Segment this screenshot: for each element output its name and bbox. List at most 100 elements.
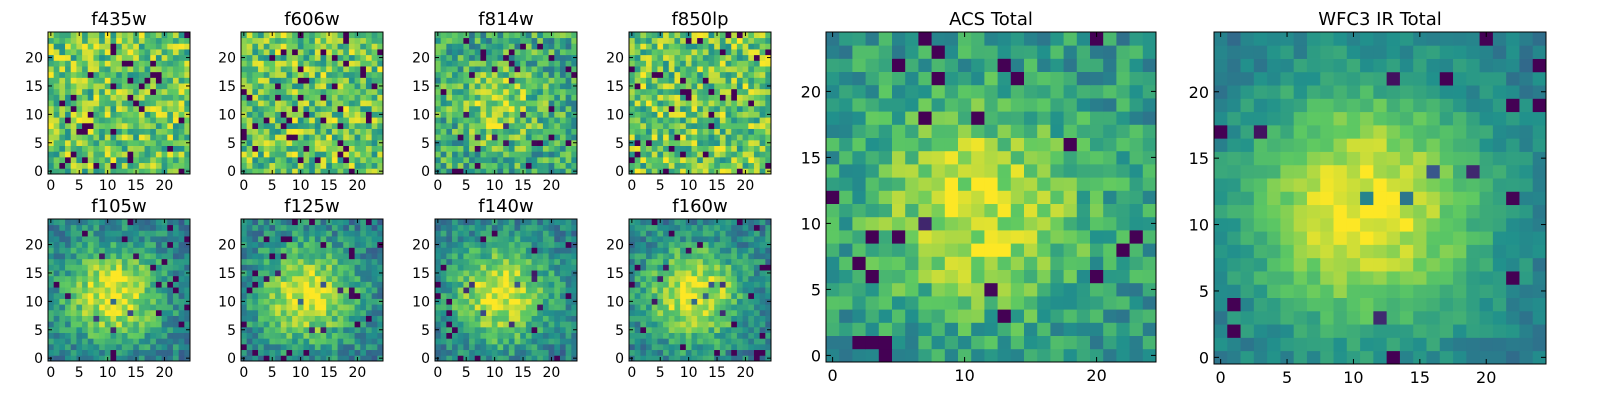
heatmap-cell bbox=[309, 258, 316, 265]
heatmap-cell bbox=[138, 315, 145, 322]
heatmap-cell bbox=[759, 298, 766, 305]
heatmap-cell bbox=[252, 111, 259, 118]
heatmap-cell bbox=[110, 270, 117, 277]
heatmap-cell bbox=[742, 49, 749, 56]
heatmap-cell bbox=[144, 281, 151, 288]
heatmap-cell bbox=[303, 264, 310, 271]
heatmap-cell bbox=[537, 49, 544, 56]
heatmap-cell bbox=[525, 315, 532, 322]
heatmap-cell bbox=[463, 298, 470, 305]
heatmap-cell bbox=[663, 100, 670, 107]
heatmap-cell bbox=[377, 162, 384, 169]
heatmap-cell bbox=[565, 32, 572, 39]
heatmap-cell bbox=[178, 128, 185, 135]
heatmap-cell bbox=[508, 247, 515, 254]
heatmap-cell bbox=[559, 66, 567, 73]
heatmap-cell bbox=[559, 253, 567, 260]
heatmap-cell bbox=[702, 88, 709, 95]
heatmap-cell bbox=[486, 156, 493, 164]
heatmap-cell bbox=[748, 100, 755, 107]
heatmap-cell bbox=[348, 32, 355, 39]
heatmap-cell bbox=[121, 66, 128, 73]
heatmap-cell bbox=[161, 224, 168, 231]
heatmap-cell bbox=[53, 264, 60, 271]
heatmap-cell bbox=[280, 241, 287, 248]
heatmap-cell bbox=[714, 326, 721, 333]
heatmap-cell bbox=[116, 270, 123, 277]
heatmap-cell bbox=[303, 122, 310, 129]
heatmap-cell bbox=[531, 151, 538, 158]
heatmap-cell bbox=[258, 264, 265, 271]
heatmap-cell bbox=[178, 270, 185, 277]
heatmap-cell bbox=[565, 270, 572, 277]
heatmap-cell bbox=[292, 264, 299, 271]
heatmap-cell bbox=[138, 139, 145, 146]
heatmap-cell bbox=[93, 315, 100, 322]
heatmap-cell bbox=[542, 275, 549, 282]
x-tick-label: 5 bbox=[268, 178, 277, 194]
heatmap-cell bbox=[331, 88, 338, 95]
heatmap-cell bbox=[537, 117, 544, 124]
heatmap-cell bbox=[314, 349, 321, 356]
heatmap-cell bbox=[702, 315, 709, 322]
heatmap-cell bbox=[548, 111, 555, 118]
heatmap-cell bbox=[651, 275, 658, 282]
heatmap-cell bbox=[365, 37, 373, 44]
heatmap-cell bbox=[548, 49, 555, 56]
heatmap-cell bbox=[275, 321, 282, 328]
heatmap-cell bbox=[497, 332, 504, 339]
heatmap-cell bbox=[48, 156, 55, 164]
heatmap-cell bbox=[337, 264, 344, 271]
heatmap-cell bbox=[184, 105, 191, 112]
heatmap-cell bbox=[640, 355, 647, 362]
heatmap-cell bbox=[748, 71, 755, 78]
heatmap-cell bbox=[685, 105, 692, 112]
heatmap-cell bbox=[167, 247, 174, 254]
heatmap-cell bbox=[457, 156, 464, 164]
heatmap-cell bbox=[702, 292, 709, 299]
heatmap-cell bbox=[252, 54, 259, 61]
heatmap-cell bbox=[178, 77, 185, 84]
heatmap-cell bbox=[59, 139, 66, 146]
heatmap-cell bbox=[503, 253, 510, 260]
heatmap-cell bbox=[508, 105, 515, 112]
heatmap-cell bbox=[303, 54, 310, 61]
heatmap-cell bbox=[269, 134, 276, 141]
heatmap-cell bbox=[348, 83, 355, 90]
heatmap-cell bbox=[161, 145, 168, 152]
heatmap-cell bbox=[292, 270, 299, 277]
heatmap-cell bbox=[640, 134, 647, 141]
heatmap-cell bbox=[446, 151, 453, 158]
heatmap-cell bbox=[440, 139, 447, 146]
heatmap-cell bbox=[708, 338, 715, 345]
heatmap-cell bbox=[503, 60, 510, 67]
heatmap-cell bbox=[320, 338, 327, 345]
heatmap-cell bbox=[144, 156, 151, 164]
heatmap-cell bbox=[531, 105, 538, 112]
heatmap-cell bbox=[685, 326, 692, 333]
heatmap-cell bbox=[309, 338, 316, 345]
x-tick-label: 15 bbox=[320, 365, 338, 381]
heatmap-cell bbox=[93, 32, 100, 39]
heatmap-cell bbox=[702, 343, 709, 351]
heatmap-cell bbox=[167, 100, 174, 107]
heatmap-cell bbox=[365, 32, 373, 39]
heatmap-cell bbox=[554, 145, 561, 152]
heatmap-cell bbox=[286, 355, 293, 362]
heatmap-cell bbox=[452, 264, 459, 271]
heatmap-cell bbox=[309, 60, 316, 67]
heatmap-cell bbox=[161, 105, 168, 112]
heatmap-cell bbox=[508, 230, 515, 237]
heatmap-cell bbox=[480, 270, 487, 277]
heatmap-cell bbox=[651, 145, 658, 152]
axes-frame bbox=[47, 31, 191, 175]
heatmap-cell bbox=[93, 338, 100, 345]
heatmap-cell bbox=[725, 349, 732, 356]
heatmap-cell bbox=[360, 338, 367, 345]
heatmap-cell bbox=[127, 100, 134, 107]
heatmap-cell bbox=[680, 145, 687, 152]
heatmap-cell bbox=[571, 321, 578, 328]
heatmap-cell bbox=[314, 230, 321, 237]
heatmap-cell bbox=[753, 100, 761, 107]
heatmap-cell bbox=[320, 281, 327, 288]
